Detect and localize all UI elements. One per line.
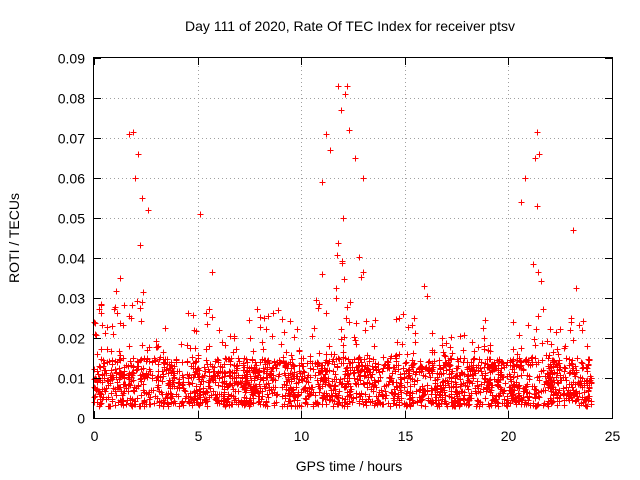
roti-peak-point (352, 155, 359, 162)
roti-peak-point (360, 175, 367, 182)
roti-peak-point (342, 91, 349, 98)
x-tick-label: 10 (294, 428, 310, 444)
y-axis-label: ROTI / TECUs (6, 193, 22, 283)
y-tick-label: 0.06 (58, 171, 85, 187)
y-tick-label: 0.05 (58, 211, 85, 227)
plot-frame (93, 57, 613, 419)
x-axis-label: GPS time / hours (296, 458, 403, 474)
roti-peak-point (135, 151, 142, 158)
y-tick-label: 0.01 (58, 371, 85, 387)
roti-peak-point (534, 203, 541, 210)
x-tick-label: 20 (501, 428, 517, 444)
roti-peak-point (338, 107, 345, 114)
x-tick-label: 15 (398, 428, 414, 444)
y-tick-label: 0.09 (58, 51, 85, 67)
roti-peak-point (145, 207, 152, 214)
roti-point-cloud (91, 215, 595, 410)
data-points (91, 83, 595, 410)
x-tick-label: 0 (91, 428, 99, 444)
roti-peak-point (319, 179, 326, 186)
roti-peak-point (532, 155, 539, 162)
roti-peak-point (518, 199, 525, 206)
x-tick-label: 5 (195, 428, 203, 444)
roti-peak-point (346, 127, 353, 134)
y-tick-label: 0.02 (58, 331, 85, 347)
y-tick-label: 0.03 (58, 291, 85, 307)
roti-peak-point (588, 375, 595, 382)
chart-title: Day 111 of 2020, Rate Of TEC Index for r… (185, 18, 515, 34)
roti-peak-point (570, 227, 577, 234)
y-tick-label: 0.08 (58, 91, 85, 107)
y-tick-label: 0.07 (58, 131, 85, 147)
roti-peak-point (126, 131, 133, 138)
roti-peak-point (335, 83, 342, 90)
roti-peak-point (323, 131, 330, 138)
axis-ticks: 0 0.01 0.02 0.03 0.04 0.05 0.06 0.07 0.08 0.09 0 5 1… (58, 51, 621, 445)
roti-peak-point (327, 147, 334, 154)
roti-peak-point (130, 129, 137, 136)
x-tick-label: 25 (605, 428, 621, 444)
roti-peak-point (522, 175, 529, 182)
roti-peak-point (534, 129, 541, 136)
roti-peak-point (344, 83, 351, 90)
roti-peak-point (132, 175, 139, 182)
roti-peak-point (197, 211, 204, 218)
roti-peak-point (139, 195, 146, 202)
y-tick-label: 0 (77, 411, 85, 427)
roti-peak-point (536, 151, 543, 158)
y-tick-label: 0.04 (58, 251, 85, 267)
